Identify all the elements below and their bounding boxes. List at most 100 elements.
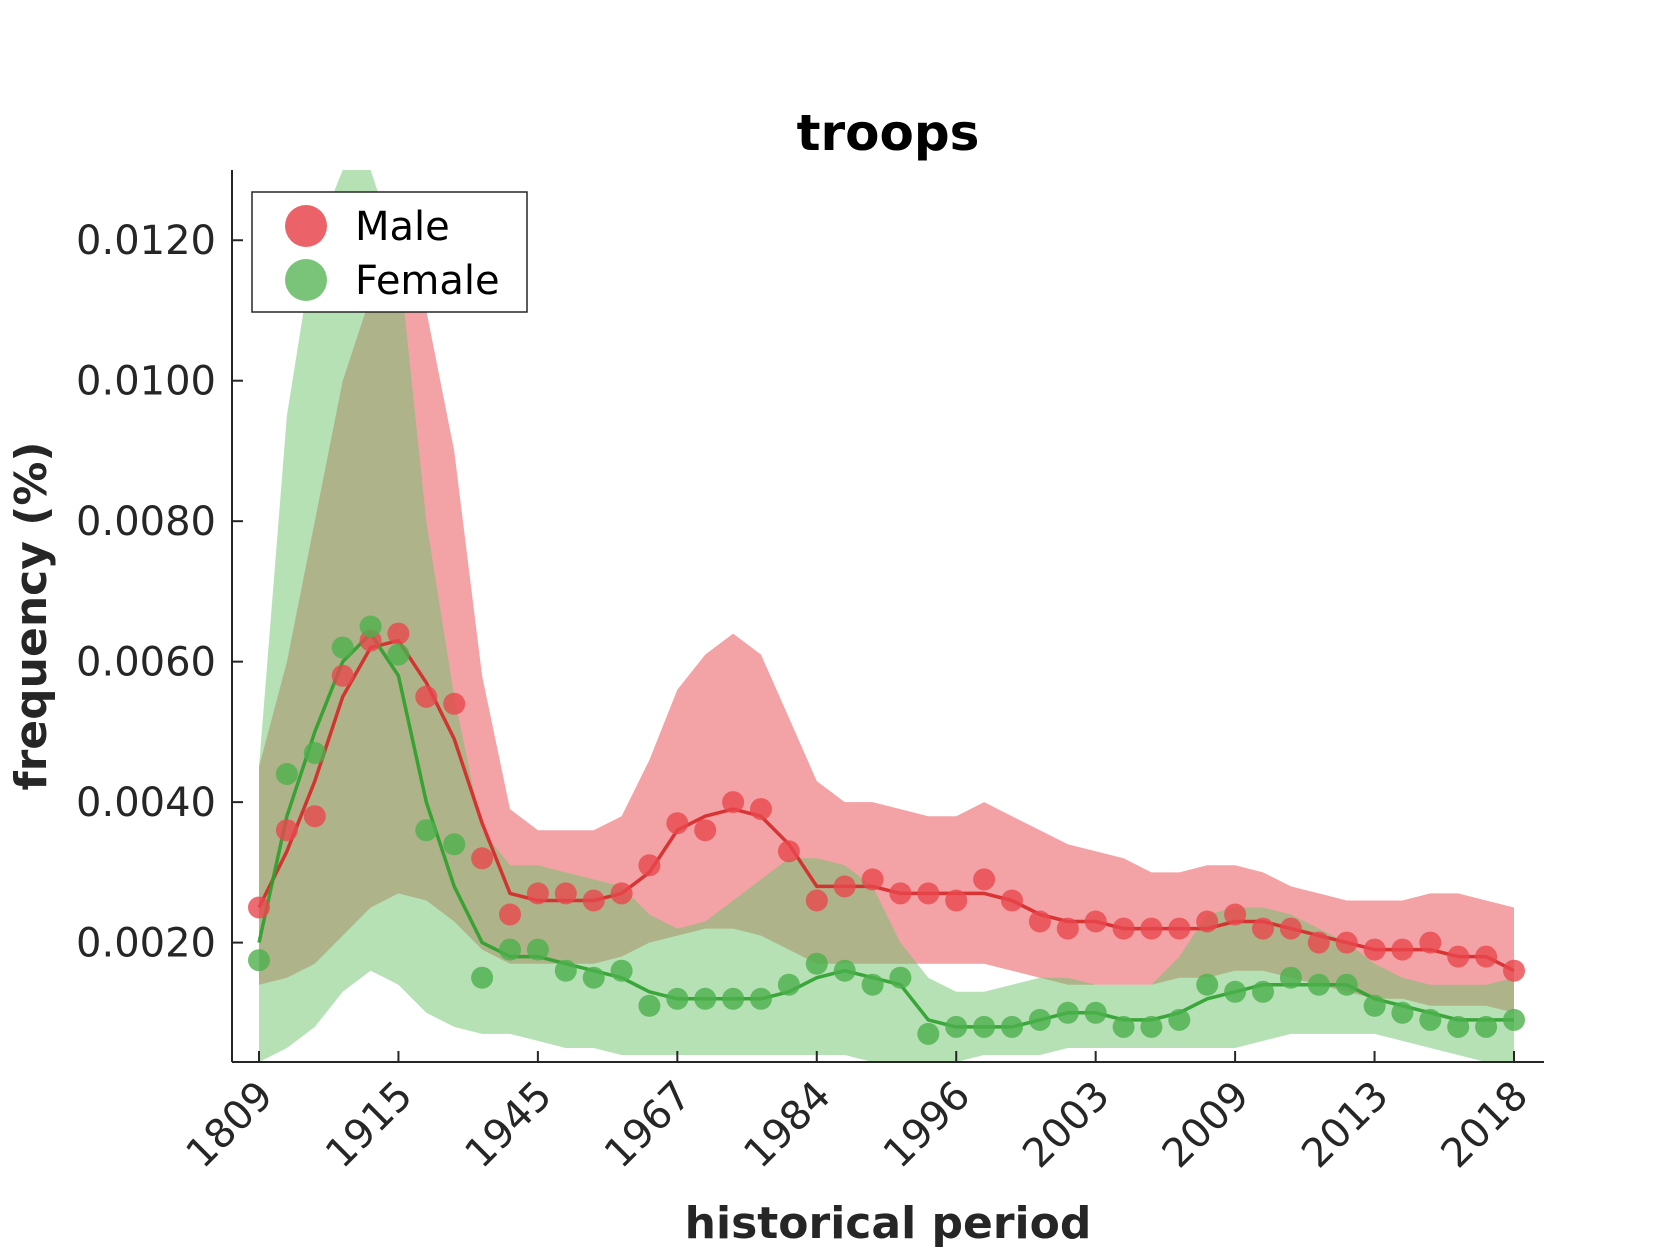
x-tick-label: 1945 xyxy=(456,1073,561,1178)
point-male xyxy=(415,685,438,708)
point-male xyxy=(889,882,912,905)
point-female xyxy=(526,938,549,961)
point-female xyxy=(1168,1008,1191,1031)
point-male xyxy=(1419,931,1442,954)
point-female xyxy=(443,833,466,856)
point-female xyxy=(1028,1008,1051,1031)
point-male xyxy=(248,896,270,919)
point-female xyxy=(917,1022,940,1045)
point-female xyxy=(1140,1015,1163,1038)
x-ticks: 1809 1915 1945 1967 1984 1996 2003 2009 2013 2018 xyxy=(178,1051,1538,1178)
point-male xyxy=(443,692,466,715)
point-female xyxy=(1196,973,1219,996)
point-male xyxy=(275,819,298,842)
point-female xyxy=(666,987,689,1010)
point-male xyxy=(471,847,494,870)
point-male xyxy=(331,664,354,687)
point-female xyxy=(1447,1015,1470,1038)
point-female xyxy=(750,987,772,1010)
x-tick-label: 1996 xyxy=(875,1073,980,1178)
point-female xyxy=(1112,1015,1135,1038)
point-female xyxy=(861,973,884,996)
x-tick-label: 2018 xyxy=(1433,1073,1538,1178)
point-male xyxy=(638,854,661,877)
point-male xyxy=(554,882,577,905)
point-male xyxy=(1363,938,1386,961)
point-female xyxy=(275,763,298,785)
y-tick-label: 0.0080 xyxy=(76,499,216,545)
point-female xyxy=(1335,973,1358,996)
point-female xyxy=(889,966,912,989)
point-female xyxy=(359,615,382,638)
point-female xyxy=(1279,966,1302,989)
point-female xyxy=(1363,994,1386,1017)
point-male xyxy=(1279,917,1302,940)
point-female xyxy=(1001,1015,1023,1038)
point-male xyxy=(1335,931,1358,954)
point-female xyxy=(303,742,326,764)
point-female xyxy=(1391,1001,1414,1024)
point-male xyxy=(582,889,605,912)
point-male xyxy=(917,882,940,905)
point-male xyxy=(1252,917,1274,940)
x-tick-label: 1967 xyxy=(596,1073,701,1178)
point-male xyxy=(610,882,633,905)
point-female xyxy=(248,949,270,972)
axes xyxy=(231,170,1544,1063)
point-female xyxy=(610,959,633,982)
x-tick-label: 1809 xyxy=(178,1073,283,1178)
point-male xyxy=(499,903,521,926)
y-tick-label: 0.0020 xyxy=(76,921,216,967)
point-male xyxy=(722,791,745,814)
point-male xyxy=(1001,889,1023,912)
point-female xyxy=(1307,973,1330,996)
point-male xyxy=(1056,917,1079,940)
point-female xyxy=(722,987,745,1010)
point-male xyxy=(861,868,884,891)
point-female xyxy=(805,952,828,975)
point-male xyxy=(1224,903,1247,926)
point-female xyxy=(1475,1015,1498,1038)
point-female xyxy=(777,973,800,996)
point-female xyxy=(1224,980,1247,1003)
point-male xyxy=(1475,945,1498,968)
point-female xyxy=(415,819,438,842)
point-female xyxy=(973,1015,996,1038)
point-male xyxy=(1503,959,1525,982)
point-female xyxy=(1419,1008,1442,1031)
point-female xyxy=(331,636,354,659)
point-male xyxy=(387,622,410,645)
point-female xyxy=(1503,1008,1525,1031)
point-male xyxy=(1447,945,1470,968)
y-tick-label: 0.0120 xyxy=(76,218,216,264)
legend-marker-male xyxy=(285,205,327,247)
point-male xyxy=(666,812,689,835)
smoothed-lines xyxy=(257,631,1515,1029)
point-male xyxy=(1168,917,1191,940)
point-female xyxy=(694,987,717,1010)
x-axis-label: historical period xyxy=(685,1198,1092,1249)
legend-marker-female xyxy=(285,259,327,301)
point-male xyxy=(1084,910,1107,933)
point-female xyxy=(1084,1001,1107,1024)
y-tick-label: 0.0100 xyxy=(76,359,216,405)
point-male xyxy=(1307,931,1330,954)
x-tick-label: 1984 xyxy=(735,1073,840,1178)
point-female xyxy=(945,1015,968,1038)
point-male xyxy=(750,798,772,821)
point-female xyxy=(499,938,521,961)
point-male xyxy=(1391,938,1414,961)
point-female xyxy=(582,966,605,989)
point-male xyxy=(945,889,968,912)
x-tick-label: 2009 xyxy=(1154,1073,1259,1178)
point-female xyxy=(833,959,856,982)
data-points xyxy=(248,615,1525,1045)
point-female xyxy=(638,994,661,1017)
point-male xyxy=(805,889,828,912)
legend-label-female: Female xyxy=(355,258,500,304)
point-female xyxy=(1252,980,1274,1003)
point-male xyxy=(526,882,549,905)
point-female xyxy=(471,966,494,989)
legend-label-male: Male xyxy=(355,204,450,250)
